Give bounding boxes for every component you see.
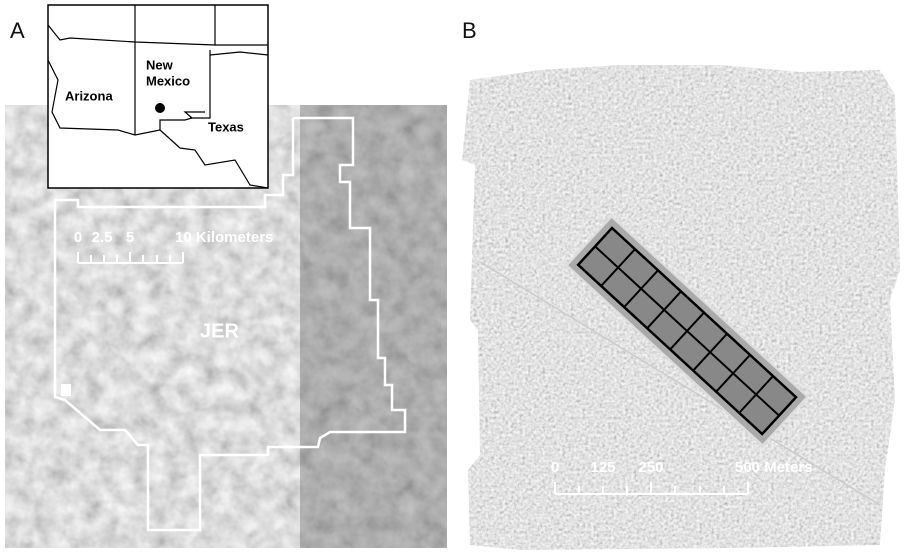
panel-a: A JER 0 2.5 5 10 Kilometers Arizona xyxy=(5,5,447,548)
panel-label: A xyxy=(10,18,25,43)
state-label: New xyxy=(146,57,174,72)
scale-label: 0 xyxy=(551,459,559,476)
region-label: JER xyxy=(200,320,239,342)
inset-map: Arizona New Mexico Texas xyxy=(48,5,268,188)
state-label: Arizona xyxy=(65,88,113,103)
scale-label: 10 Kilometers xyxy=(175,229,273,246)
mountain-shade xyxy=(300,105,447,548)
scale-label: 250 xyxy=(638,459,663,476)
scale-label: 5 xyxy=(126,229,134,246)
scale-label: 2.5 xyxy=(92,229,113,246)
panel-label: B xyxy=(462,18,477,43)
state-label: Texas xyxy=(208,119,244,134)
scale-label: 0 xyxy=(74,229,82,246)
scale-label: 500 Meters xyxy=(735,459,813,476)
site-marker xyxy=(61,384,71,396)
figure: A JER 0 2.5 5 10 Kilometers Arizona xyxy=(0,0,905,555)
scale-label: 125 xyxy=(590,459,615,476)
panel-b: B 0 125 250 500 Meters xyxy=(462,18,900,550)
state-label: Mexico xyxy=(146,73,190,88)
